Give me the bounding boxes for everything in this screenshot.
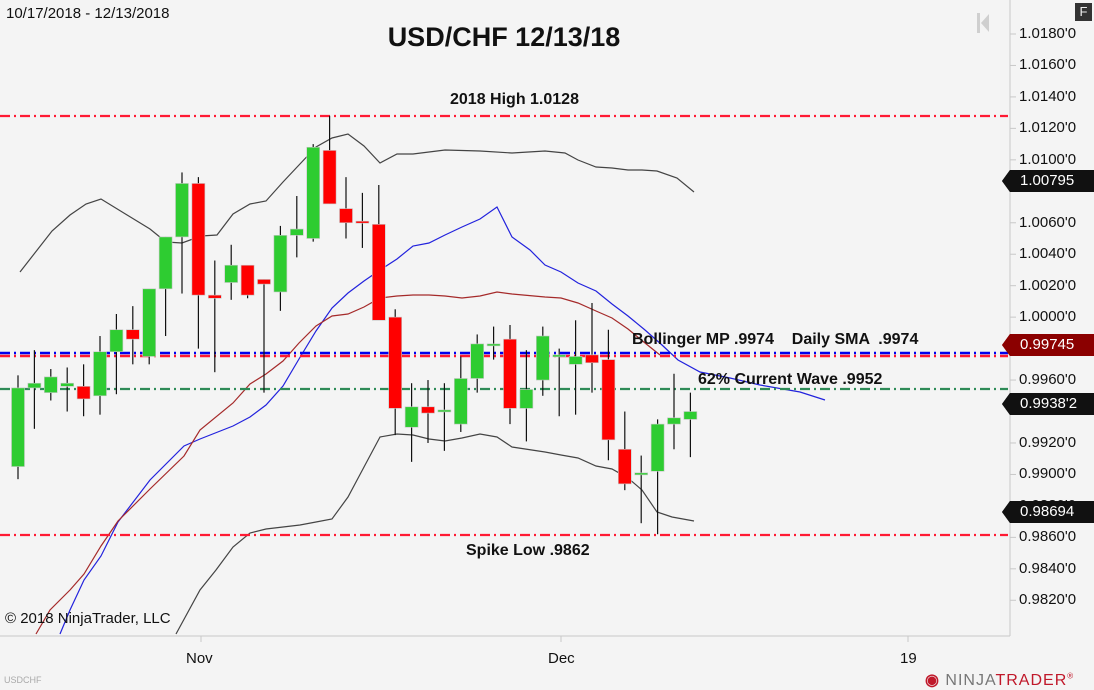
candle — [60, 367, 75, 412]
candle — [388, 309, 403, 436]
candle — [257, 279, 271, 393]
y-tick-label: 1.0060'0 — [1019, 213, 1077, 231]
price-tag: 0.98694 — [1002, 501, 1094, 523]
level-annotation: Bollinger MP .9974 Daily SMA .9974 — [632, 331, 919, 348]
candle — [158, 236, 173, 337]
x-tick-19: 19 — [900, 650, 917, 667]
candle — [240, 264, 255, 299]
candle — [470, 334, 485, 393]
candle — [519, 350, 534, 442]
logo-mark-icon: ◉ — [925, 672, 940, 689]
level-annotation: 62% Current Wave .9952 — [698, 371, 883, 388]
y-tick-label: 1.0180'0 — [1019, 25, 1077, 42]
y-tick-label: 1.0100'0 — [1019, 150, 1077, 168]
candle — [667, 373, 681, 450]
bollinger-lower-band — [175, 433, 695, 635]
y-tick-label: 1.0140'0 — [1019, 87, 1077, 105]
candle — [404, 383, 419, 462]
candle — [289, 196, 304, 258]
candle — [371, 185, 386, 321]
y-tick-label: 0.9860'0 — [1019, 528, 1077, 546]
candle — [175, 172, 189, 294]
candle — [208, 260, 222, 373]
candle — [191, 177, 206, 349]
level-annotation: 2018 High 1.0128 — [450, 91, 579, 108]
candle — [421, 380, 435, 443]
candle — [142, 288, 156, 365]
candle — [503, 325, 517, 425]
scroll-to-start-icon[interactable] — [975, 11, 991, 35]
y-tick-label: 0.9920'0 — [1019, 433, 1077, 451]
candle — [355, 192, 370, 248]
y-tick-label: 0.9840'0 — [1019, 559, 1077, 577]
candle — [11, 375, 25, 480]
bollinger-upper-band — [19, 133, 695, 273]
y-tick-label: 0.9960'0 — [1019, 371, 1077, 389]
candle — [437, 383, 452, 451]
ninjatrader-logo: ◉ NINJATRADER® — [925, 671, 1075, 689]
candle — [93, 336, 107, 415]
x-tick-dec: Dec — [548, 650, 575, 667]
candle — [453, 356, 468, 432]
x-tick-nov: Nov — [186, 650, 213, 667]
y-axis-ticks — [1010, 33, 1016, 601]
candle — [273, 225, 288, 311]
candle — [76, 364, 91, 417]
candle — [568, 320, 583, 415]
level-annotation: Spike Low .9862 — [466, 542, 590, 559]
candle — [585, 302, 599, 393]
candle — [601, 329, 616, 461]
sma-red-line — [35, 291, 661, 635]
date-range: 10/17/2018 - 12/13/2018 — [6, 5, 170, 22]
sma-blue-line — [59, 206, 826, 635]
candle — [535, 326, 550, 396]
y-tick-label: 1.0120'0 — [1019, 119, 1077, 137]
candle — [306, 144, 321, 242]
y-tick-label: 1.0020'0 — [1019, 276, 1077, 294]
candle — [617, 411, 632, 491]
instrument-symbol: USDCHF — [4, 675, 42, 685]
candle — [322, 115, 337, 205]
y-tick-label: 0.9820'0 — [1019, 591, 1077, 609]
y-tick-label: 1.0000'0 — [1019, 308, 1077, 326]
price-tag: 1.00795 — [1002, 170, 1094, 192]
copyright: © 2018 NinjaTrader, LLC — [5, 610, 171, 627]
candle — [486, 326, 501, 360]
chart-title: USD/CHF 12/13/18 — [387, 22, 621, 52]
price-tag: 0.99745 — [1002, 334, 1094, 356]
candle — [683, 392, 698, 458]
x-axis-ticks — [200, 636, 909, 642]
y-tick-label: 0.9900'0 — [1019, 465, 1077, 483]
candle — [126, 306, 140, 365]
y-tick-label: 1.0040'0 — [1019, 245, 1077, 263]
f-button[interactable]: F — [1075, 3, 1092, 21]
candle — [27, 350, 42, 429]
candlesticks — [11, 115, 698, 535]
candle — [339, 177, 353, 239]
y-tick-label: 1.0160'0 — [1019, 56, 1077, 74]
candle — [634, 455, 649, 524]
candle — [552, 348, 567, 417]
price-tag: 0.9938'2 — [1002, 393, 1094, 415]
candle — [224, 244, 238, 300]
candle — [43, 369, 58, 401]
candle — [650, 419, 665, 535]
candle — [109, 313, 124, 395]
